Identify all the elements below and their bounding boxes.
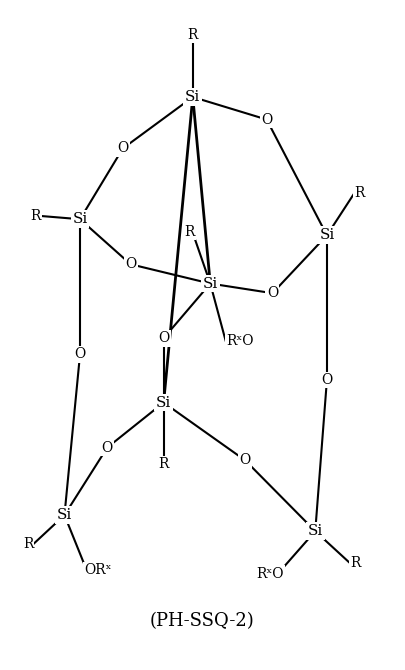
- Text: R: R: [354, 186, 365, 200]
- Text: Si: Si: [156, 395, 171, 409]
- Text: R: R: [350, 556, 360, 570]
- Text: RˣO: RˣO: [226, 334, 254, 348]
- Text: O: O: [261, 113, 272, 127]
- Text: R: R: [31, 209, 41, 223]
- Text: Si: Si: [57, 508, 72, 522]
- Text: O: O: [117, 141, 128, 155]
- Text: Si: Si: [319, 228, 335, 243]
- Text: O: O: [102, 441, 113, 454]
- Text: ORˣ: ORˣ: [84, 563, 111, 578]
- Text: RˣO: RˣO: [257, 567, 284, 580]
- Text: Si: Si: [308, 524, 323, 538]
- Text: R: R: [184, 224, 195, 239]
- Text: R: R: [188, 28, 198, 42]
- Text: Si: Si: [72, 212, 87, 226]
- Text: O: O: [267, 286, 278, 300]
- Text: (PH-SSQ-2): (PH-SSQ-2): [150, 612, 255, 630]
- Text: O: O: [240, 454, 251, 468]
- Text: O: O: [125, 257, 136, 271]
- Text: R: R: [23, 537, 33, 551]
- Text: O: O: [158, 331, 169, 345]
- Text: R: R: [158, 457, 169, 471]
- Text: Si: Si: [202, 277, 218, 291]
- Text: Si: Si: [185, 90, 200, 104]
- Text: O: O: [321, 373, 333, 387]
- Text: O: O: [75, 347, 85, 361]
